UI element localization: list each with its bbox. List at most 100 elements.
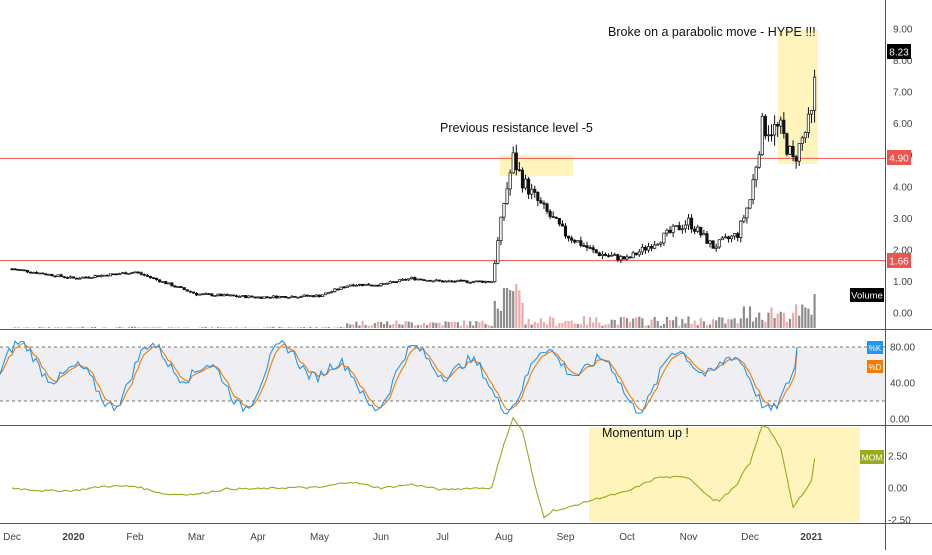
candle-body-236 <box>737 234 739 238</box>
candle-body-136 <box>429 280 431 281</box>
candle-body-116 <box>368 284 370 285</box>
candle-body-77 <box>248 296 250 298</box>
candle-body-175 <box>549 211 551 216</box>
volume-bar-143 <box>451 322 453 328</box>
candle-body-118 <box>374 285 376 286</box>
volume-bar-191 <box>598 323 600 328</box>
volume-bar-220 <box>687 316 689 328</box>
candle-body-85 <box>272 296 274 298</box>
candle-body-76 <box>245 295 247 297</box>
candle-body-250 <box>780 120 782 126</box>
volume-bar-230 <box>718 317 720 328</box>
candle-body-14 <box>54 276 56 277</box>
volume-bar-221 <box>690 324 692 328</box>
volume-bar-115 <box>365 325 367 328</box>
volume-bar-209 <box>654 317 656 328</box>
candle-body-188 <box>589 248 591 249</box>
candle-body-51 <box>168 283 170 284</box>
candle-body-19 <box>69 277 71 278</box>
candle-body-84 <box>269 297 271 298</box>
volume-bar-205 <box>641 318 643 328</box>
volume-bar-181 <box>567 321 569 328</box>
candle-body-245 <box>764 116 766 136</box>
candle-body-256 <box>798 144 800 162</box>
candle-body-241 <box>752 180 754 200</box>
x-tick-0: Dec <box>3 532 21 543</box>
volume-bar-18 <box>66 327 68 328</box>
volume-bar-136 <box>429 322 431 328</box>
candle-body-96 <box>306 295 308 296</box>
candle-body-146 <box>460 280 462 281</box>
candle-body-234 <box>730 236 732 239</box>
price-tick-2: 7.00 <box>893 88 913 99</box>
candle-body-145 <box>457 280 459 281</box>
candle-body-219 <box>684 225 686 229</box>
candle-body-33 <box>112 274 114 275</box>
volume-bar-199 <box>623 317 625 328</box>
candle-body-95 <box>303 295 305 297</box>
candle-body-101 <box>321 295 323 297</box>
candle-body-185 <box>580 241 582 246</box>
volume-bar-76 <box>245 327 247 328</box>
candle-body-50 <box>165 282 167 284</box>
volume-bar-73 <box>235 327 237 328</box>
volume-bar-139 <box>438 323 440 328</box>
volume-bar-200 <box>626 318 628 328</box>
level-label-upper: 4.90 <box>889 154 909 165</box>
candle-body-187 <box>586 246 588 248</box>
volume-bar-117 <box>371 325 373 328</box>
stoch-tick-1: 40.00 <box>890 379 915 390</box>
candle-body-174 <box>546 204 548 211</box>
candle-body-82 <box>263 297 265 299</box>
candle-body-92 <box>294 296 296 297</box>
volume-bar-122 <box>386 321 388 328</box>
candle-body-149 <box>469 282 471 283</box>
candle-body-252 <box>786 134 788 155</box>
candle-body-142 <box>447 281 449 282</box>
volume-bar-112 <box>355 322 357 328</box>
candle-body-155 <box>487 281 489 282</box>
volume-bar-27 <box>94 327 96 328</box>
candle-body-233 <box>727 237 729 239</box>
volume-bar-158 <box>497 309 499 328</box>
volume-bar-188 <box>589 317 591 328</box>
volume-bar-237 <box>740 318 742 328</box>
volume-bar-208 <box>651 320 653 328</box>
candle-body-251 <box>783 120 785 134</box>
volume-bar-21 <box>75 327 77 328</box>
volume-bar-14 <box>54 327 56 328</box>
volume-bar-152 <box>478 322 480 328</box>
candle-body-54 <box>177 287 179 288</box>
volume-bar-202 <box>632 318 634 328</box>
candle-body-212 <box>663 233 665 243</box>
price-tick-5: 4.00 <box>893 182 913 193</box>
volume-bar-146 <box>460 326 462 328</box>
candle-body-104 <box>331 291 333 292</box>
volume-bar-187 <box>586 325 588 328</box>
candle-body-36 <box>122 273 124 274</box>
candle-body-208 <box>650 246 652 248</box>
candle-body-143 <box>451 281 453 282</box>
candle-body-11 <box>45 274 47 275</box>
volume-bar-114 <box>361 321 363 328</box>
stoch-d-label: %D <box>869 363 882 372</box>
candle-body-257 <box>801 138 803 144</box>
volume-bar-196 <box>614 320 616 328</box>
volume-bar-241 <box>752 322 754 328</box>
price-tick-9: 0.00 <box>893 309 913 320</box>
volume-bar-149 <box>469 321 471 328</box>
candle-body-6 <box>29 272 31 273</box>
candle-body-158 <box>497 241 499 264</box>
candle-body-53 <box>174 286 176 287</box>
candle-body-163 <box>512 153 514 173</box>
candle-body-261 <box>813 77 815 110</box>
mom-tick-2: -2.50 <box>888 516 911 527</box>
candle-body-128 <box>404 279 406 280</box>
candle-body-29 <box>100 275 102 276</box>
candle-body-75 <box>241 295 243 296</box>
candle-body-35 <box>118 274 120 275</box>
candle-body-204 <box>638 252 640 255</box>
candle-body-71 <box>229 295 231 296</box>
volume-bar-217 <box>678 326 680 328</box>
